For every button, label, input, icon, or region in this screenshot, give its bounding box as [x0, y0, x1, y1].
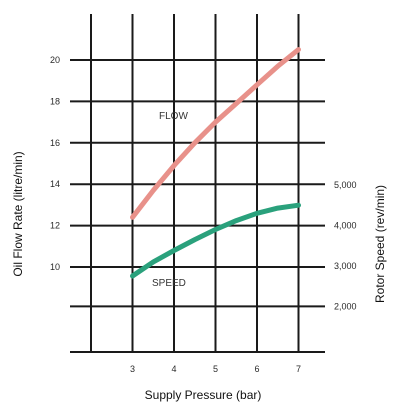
x-tick-label: 6: [254, 364, 259, 374]
series-speed-line: [130, 202, 301, 279]
y-left-tick-label: 12: [50, 221, 60, 231]
y-right-tick-label: 2,000: [334, 301, 357, 311]
series-labels: FLOW SPEED: [152, 111, 188, 289]
x-tick-label: 5: [213, 364, 218, 374]
tick-labels: 20 18 16 14 12 10 5,000 4,000 3,000 2,000 3 4 5 6 7: [50, 55, 357, 374]
y-left-tick-label: 16: [50, 138, 60, 148]
x-tick-label: 3: [130, 364, 135, 374]
y-left-tick-label: 14: [50, 179, 60, 189]
y-left-tick-label: 18: [50, 96, 60, 106]
y-left-tick-label: 10: [50, 262, 60, 272]
series: [130, 47, 301, 279]
series-label-speed: SPEED: [152, 278, 186, 289]
y-right-axis-title: Rotor Speed (rev/min): [373, 185, 387, 303]
x-tick-label: 7: [296, 364, 301, 374]
y-right-tick-label: 3,000: [334, 261, 357, 271]
series-label-flow: FLOW: [159, 111, 188, 122]
x-tick-label: 4: [171, 364, 176, 374]
y-left-axis-title: Oil Flow Rate (litre/min): [11, 151, 25, 276]
grid: [70, 14, 325, 353]
y-right-tick-label: 4,000: [334, 220, 357, 230]
x-axis-title: Supply Pressure (bar): [145, 388, 262, 402]
y-right-tick-label: 5,000: [334, 180, 357, 190]
y-left-tick-label: 20: [50, 55, 60, 65]
series-flow-line: [130, 47, 301, 220]
